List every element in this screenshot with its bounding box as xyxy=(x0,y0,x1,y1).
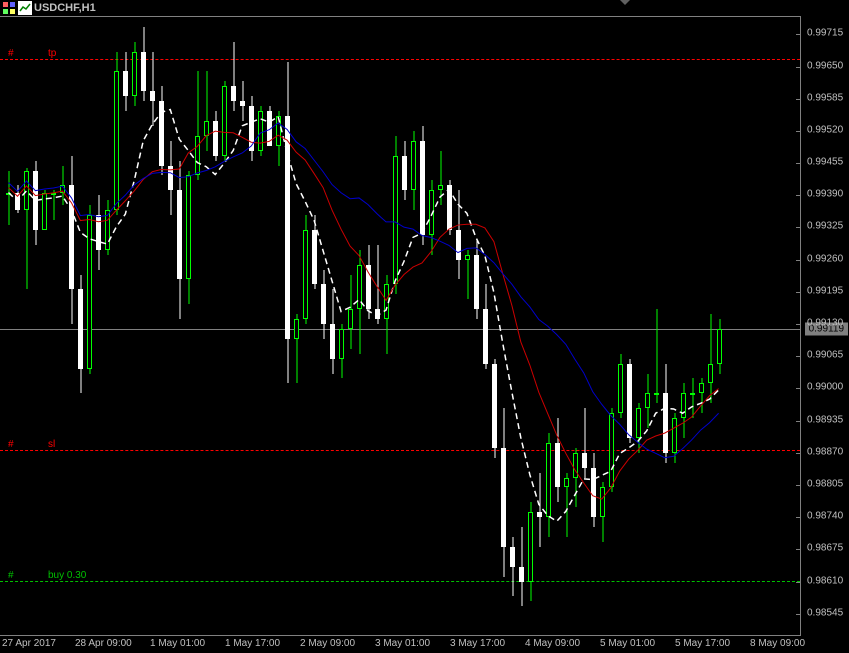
y-tick-label: 0.99260 xyxy=(807,253,843,264)
dropdown-arrow-icon[interactable] xyxy=(620,0,630,5)
title-bar: USDCHF,H1 xyxy=(0,0,96,16)
y-tick-label: 0.99390 xyxy=(807,189,843,200)
horizontal-line[interactable]: #sl xyxy=(0,450,800,451)
y-tick-label: 0.98610 xyxy=(807,575,843,586)
y-tick-label: 0.99130 xyxy=(807,318,843,329)
y-tick-label: 0.99455 xyxy=(807,157,843,168)
y-tick-label: 0.98870 xyxy=(807,446,843,457)
x-tick-label: 3 May 01:00 xyxy=(375,638,430,649)
chart-plot-area[interactable]: #tp#sl#buy 0.300.99119 xyxy=(0,16,801,635)
current-price-line xyxy=(0,329,800,330)
y-tick-label: 0.98675 xyxy=(807,543,843,554)
x-tick-label: 1 May 01:00 xyxy=(150,638,205,649)
y-tick-label: 0.99325 xyxy=(807,221,843,232)
y-axis: 0.99715 0.99650 0.99585 0.99520 0.99455 0.993… xyxy=(801,16,849,635)
ma-overlay xyxy=(0,17,800,635)
hline-label: buy 0.30 xyxy=(48,570,86,581)
x-tick-label: 3 May 17:00 xyxy=(450,638,505,649)
x-tick-label: 5 May 17:00 xyxy=(675,638,730,649)
y-tick-label: 0.98545 xyxy=(807,607,843,618)
y-tick-label: 0.99715 xyxy=(807,28,843,39)
x-tick-label: 1 May 17:00 xyxy=(225,638,280,649)
x-tick-label: 2 May 09:00 xyxy=(300,638,355,649)
x-tick-label: 27 Apr 2017 xyxy=(2,638,56,649)
y-tick-label: 0.98935 xyxy=(807,414,843,425)
y-tick-label: 0.99195 xyxy=(807,285,843,296)
chart-window[interactable]: USDCHF,H1 #tp#sl#buy 0.300.99119 0.99715… xyxy=(0,0,849,653)
horizontal-line[interactable]: #tp xyxy=(0,59,800,60)
y-tick-label: 0.99065 xyxy=(807,350,843,361)
y-tick-label: 0.99000 xyxy=(807,382,843,393)
y-tick-label: 0.99650 xyxy=(807,60,843,71)
x-axis: 27 Apr 2017 28 Apr 09:00 1 May 01:00 1 May … xyxy=(0,635,801,653)
x-tick-label: 8 May 09:00 xyxy=(750,638,805,649)
x-tick-label: 4 May 09:00 xyxy=(525,638,580,649)
y-tick-label: 0.98740 xyxy=(807,511,843,522)
y-tick-label: 0.98805 xyxy=(807,478,843,489)
chart-title: USDCHF,H1 xyxy=(34,2,96,14)
x-tick-label: 28 Apr 09:00 xyxy=(75,638,132,649)
hline-label: sl xyxy=(48,439,55,450)
y-tick-label: 0.99585 xyxy=(807,92,843,103)
app-icon xyxy=(2,1,16,15)
horizontal-line[interactable]: #buy 0.30 xyxy=(0,581,800,582)
chart-icon xyxy=(18,1,32,15)
y-tick-label: 0.99520 xyxy=(807,124,843,135)
hline-label: tp xyxy=(48,48,56,59)
x-tick-label: 5 May 01:00 xyxy=(600,638,655,649)
